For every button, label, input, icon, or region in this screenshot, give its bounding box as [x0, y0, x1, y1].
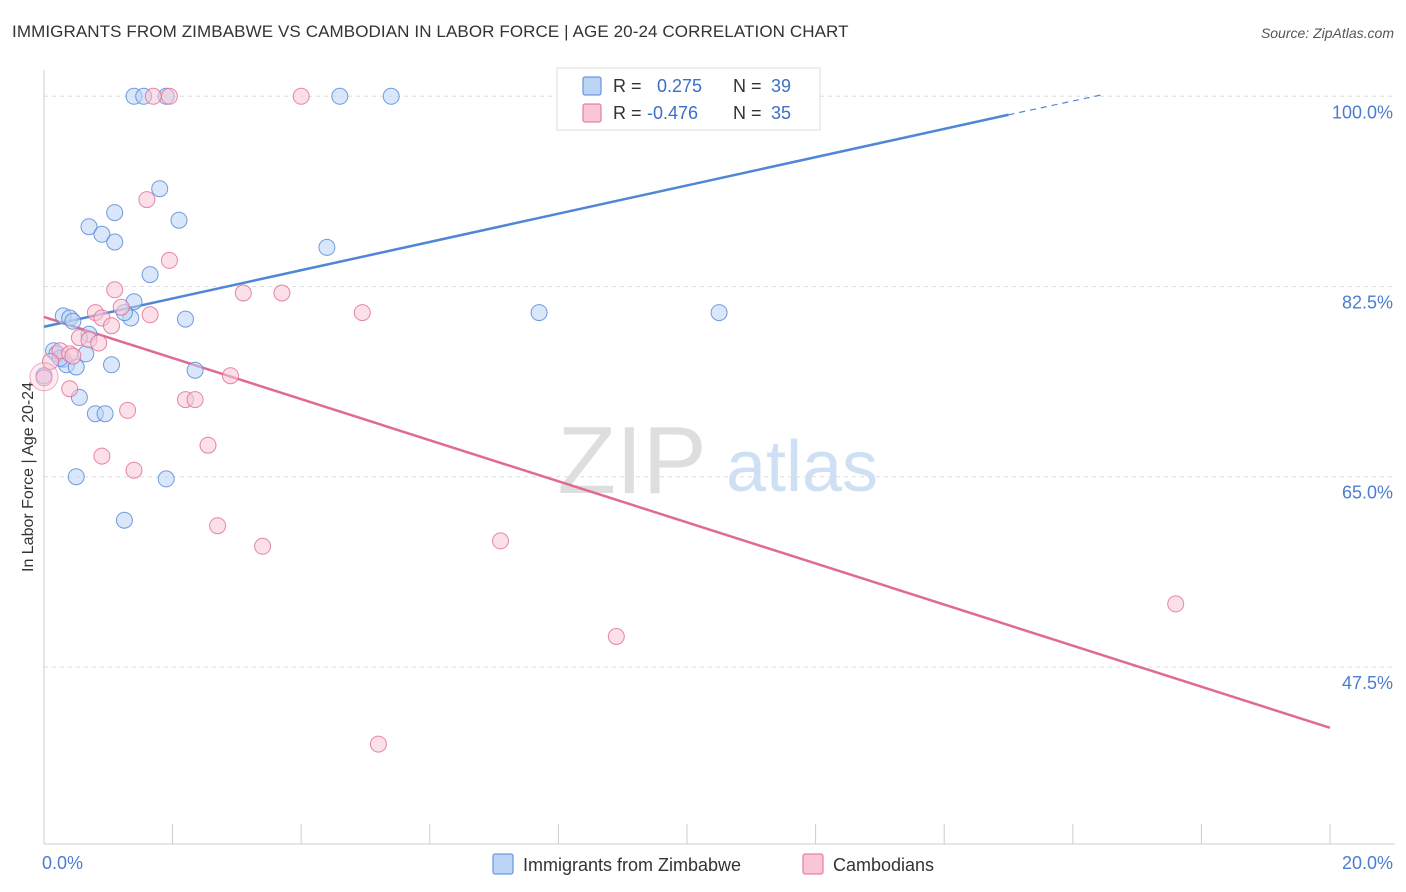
data-point-zimbabwe: [106, 233, 124, 251]
stats-legend-n-value-pink: 35: [771, 103, 791, 123]
data-point-cambodian: [222, 367, 239, 385]
data-point-zimbabwe: [67, 468, 85, 486]
data-point-zimbabwe: [106, 204, 124, 222]
data-point-cambodian: [492, 532, 509, 550]
trend-line-zimbabwe: [43, 113, 1009, 328]
data-point-zimbabwe: [170, 211, 188, 229]
data-point-zimbabwe: [141, 266, 159, 284]
trend-line-zimbabwe-extension: [1008, 93, 1106, 116]
data-point-zimbabwe: [382, 87, 400, 105]
stats-legend-r-value-pink: -0.476: [647, 103, 698, 123]
data-point-cambodian: [209, 517, 227, 535]
data-point-zimbabwe: [186, 361, 204, 379]
data-point-cambodian: [199, 436, 217, 454]
data-point-zimbabwe: [157, 470, 175, 488]
data-point-cambodian: [93, 447, 111, 465]
chart-source: Source: ZipAtlas.com: [1260, 25, 1394, 41]
data-point-zimbabwe: [80, 218, 98, 236]
trend-line-cambodian: [43, 315, 1331, 730]
stats-legend-swatch-pink: [582, 103, 602, 123]
stats-legend-r-label-pink: R =: [613, 103, 642, 123]
data-point-cambodian: [138, 191, 156, 209]
data-point-cambodian: [607, 628, 625, 645]
data-point-cambodian: [90, 334, 108, 352]
watermark-atlas: atlas: [726, 427, 878, 507]
data-point-cambodian: [292, 87, 310, 105]
data-point-cambodian: [64, 347, 82, 365]
series-legend-label-blue: Immigrants from Zimbabwe: [523, 855, 741, 875]
trend-layer: [43, 93, 1331, 730]
data-point-zimbabwe: [530, 304, 548, 322]
x-tick-label: 20.0%: [1342, 853, 1393, 873]
data-point-zimbabwe: [93, 225, 111, 243]
data-point-cambodian: [1167, 595, 1185, 613]
data-point-cambodian: [353, 304, 371, 322]
data-point-zimbabwe: [64, 312, 82, 330]
y-tick-label: 100.0%: [1332, 102, 1393, 122]
data-point-cambodian: [106, 281, 124, 299]
stats-legend-n-label-blue: N =: [733, 76, 762, 96]
data-point-zimbabwe: [318, 238, 336, 256]
axes-layer: [43, 70, 1395, 845]
data-point-cambodian: [273, 284, 291, 302]
stats-legend-n-label-pink: N =: [733, 103, 762, 123]
data-point-zimbabwe: [96, 405, 114, 423]
data-point-cambodian: [186, 391, 204, 409]
data-point-zimbabwe: [115, 511, 133, 529]
stats-legend-r-label-blue: R =: [613, 76, 642, 96]
data-point-zimbabwe: [177, 310, 194, 328]
watermark-zip: ZIP: [557, 407, 706, 514]
data-point-cambodian: [234, 284, 252, 302]
data-point-cambodian: [369, 735, 387, 753]
series-legend-label-pink: Cambodians: [833, 855, 934, 875]
y-tick-label: 47.5%: [1342, 673, 1393, 693]
x-tick-label: 0.0%: [42, 853, 83, 873]
y-tick-label: 65.0%: [1342, 483, 1393, 503]
stats-legend: R = 0.275 N = 39 R = -0.476 N = 35: [556, 67, 821, 131]
stats-legend-n-value-blue: 39: [771, 76, 791, 96]
data-point-cambodian: [160, 251, 178, 269]
data-point-zimbabwe: [103, 356, 120, 374]
data-point-cambodian: [141, 306, 159, 324]
data-point-cambodian: [61, 380, 79, 398]
series-legend: Immigrants from Zimbabwe Cambodians: [492, 853, 934, 875]
data-point-cambodian: [144, 87, 162, 105]
watermark: ZIP atlas: [557, 407, 878, 514]
stats-legend-r-value-blue: 0.275: [657, 76, 702, 96]
chart-title: IMMIGRANTS FROM ZIMBABWE VS CAMBODIAN IN…: [12, 22, 849, 41]
data-point-zimbabwe: [331, 87, 349, 105]
data-point-cambodian: [41, 353, 59, 370]
series-legend-swatch-blue: [492, 853, 514, 875]
data-point-cambodian: [254, 537, 272, 555]
data-point-cluster: [29, 362, 59, 392]
points-layer: [29, 87, 1185, 753]
data-point-cambodian: [103, 317, 120, 335]
data-point-cambodian: [160, 87, 178, 105]
tick-labels-layer: 47.5% 65.0% 82.5% 100.0% 0.0% 20.0%: [42, 102, 1393, 873]
data-point-zimbabwe: [151, 180, 169, 198]
y-tick-label: 82.5%: [1342, 293, 1393, 313]
data-point-cambodian: [35, 369, 53, 387]
stats-legend-swatch-blue: [582, 76, 602, 96]
series-legend-swatch-pink: [802, 853, 824, 875]
data-point-cambodian: [112, 298, 130, 316]
data-point-cambodian: [119, 401, 137, 419]
data-point-cambodian: [125, 461, 143, 479]
data-point-zimbabwe: [710, 304, 728, 322]
